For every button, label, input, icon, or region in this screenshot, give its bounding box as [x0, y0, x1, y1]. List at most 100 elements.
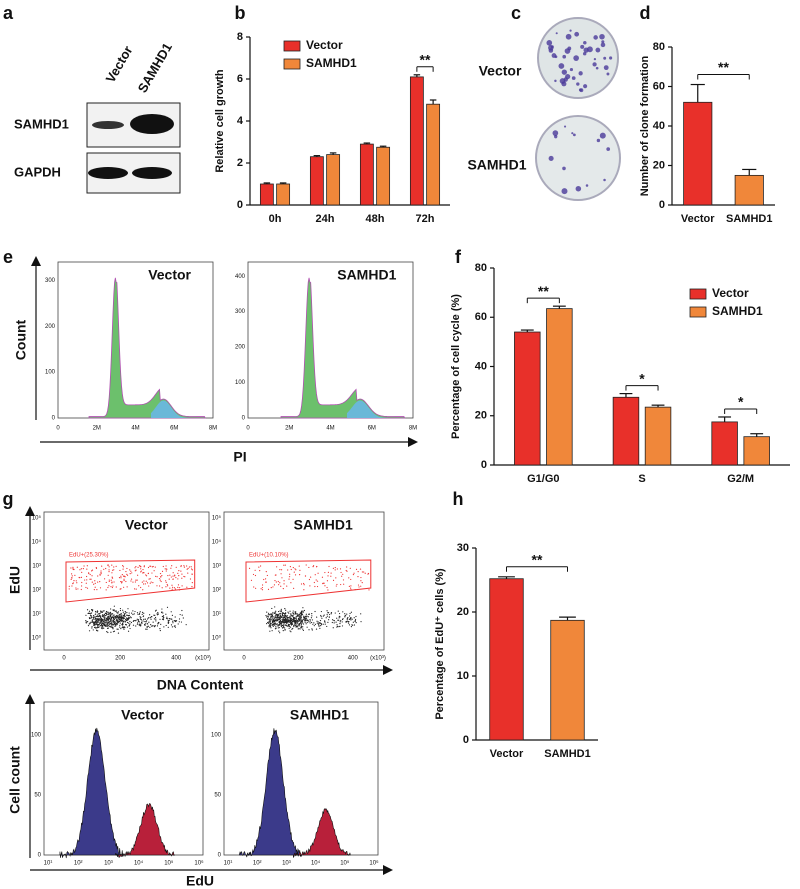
dot: [347, 622, 350, 624]
dot: [359, 568, 362, 570]
dot: [105, 621, 108, 623]
x-tick-label: 0: [242, 656, 246, 662]
bar: [514, 331, 541, 466]
dot: [142, 589, 144, 591]
dot: [130, 578, 133, 580]
dot: [288, 621, 291, 623]
dot: [181, 573, 183, 575]
dot: [79, 576, 81, 579]
dot: [100, 573, 102, 575]
dot: [159, 579, 161, 581]
x-tick-label: SAMHD1: [726, 213, 772, 225]
dot: [181, 614, 183, 616]
dot: [123, 617, 126, 619]
dot: [179, 613, 181, 616]
dot: [98, 620, 100, 622]
dot: [86, 568, 88, 570]
dot: [295, 617, 297, 619]
blot-band: [92, 121, 124, 129]
dot: [287, 611, 289, 613]
dot: [285, 616, 287, 618]
dot: [161, 611, 163, 613]
dot: [99, 573, 101, 575]
dot: [156, 585, 158, 587]
dot: [96, 589, 98, 591]
colony: [600, 42, 606, 48]
dot: [124, 610, 126, 613]
dot: [293, 571, 295, 573]
dot: [130, 570, 132, 572]
dot: [289, 619, 291, 621]
dot: [107, 617, 109, 619]
colony: [561, 69, 567, 75]
dot: [295, 620, 298, 622]
dot: [324, 571, 326, 574]
colony: [558, 63, 565, 69]
dot: [328, 619, 330, 621]
dot: [91, 612, 93, 614]
dot: [250, 579, 253, 581]
arrow-head: [408, 437, 418, 447]
dot: [71, 575, 73, 577]
dot: [128, 616, 130, 618]
dot: [292, 615, 294, 617]
dot: [162, 616, 164, 618]
dot: [326, 613, 328, 615]
dot: [265, 581, 267, 583]
dot: [360, 576, 362, 579]
dot: [294, 574, 297, 576]
x-tick-label: 10³: [282, 861, 291, 867]
axis-label: DNA Content: [157, 677, 244, 693]
dot: [289, 616, 291, 619]
dot: [270, 587, 272, 589]
dot: [101, 619, 103, 622]
dot: [122, 616, 124, 618]
dot: [302, 607, 304, 609]
dot: [97, 630, 99, 632]
dot: [123, 575, 125, 577]
dot: [299, 613, 301, 615]
dot: [300, 626, 302, 629]
dot: [286, 615, 289, 617]
dot: [70, 567, 72, 569]
dot: [326, 586, 328, 589]
dot: [134, 567, 136, 569]
bar: [743, 436, 770, 466]
colony: [555, 32, 558, 35]
dot: [286, 585, 288, 587]
dot: [293, 624, 295, 627]
dot: [131, 572, 133, 574]
dot: [276, 623, 278, 625]
dot: [148, 585, 150, 587]
dot: [76, 566, 78, 568]
dot: [268, 625, 270, 627]
colony: [592, 62, 597, 67]
dot: [279, 569, 281, 571]
dot: [184, 576, 186, 578]
dot: [269, 630, 271, 632]
dot: [296, 622, 298, 624]
dot: [121, 574, 123, 576]
dot: [353, 624, 356, 626]
dot: [282, 620, 284, 622]
dot: [346, 570, 348, 572]
dot: [294, 568, 296, 570]
dot: [330, 572, 332, 574]
dot: [289, 573, 291, 575]
dot: [281, 616, 283, 619]
bar: [734, 174, 764, 206]
dot: [117, 632, 120, 634]
dot: [280, 621, 282, 623]
dot: [124, 621, 126, 623]
dot: [270, 617, 272, 619]
plot-frame: [43, 511, 210, 651]
y-tick-label: 10⁰: [212, 635, 222, 642]
legend-label: Vector: [306, 38, 343, 52]
dot: [331, 621, 333, 624]
dot: [92, 609, 94, 611]
dot: [159, 572, 162, 575]
dot: [88, 572, 90, 574]
dot: [103, 617, 105, 619]
dot: [336, 583, 338, 586]
dot: [277, 616, 279, 618]
